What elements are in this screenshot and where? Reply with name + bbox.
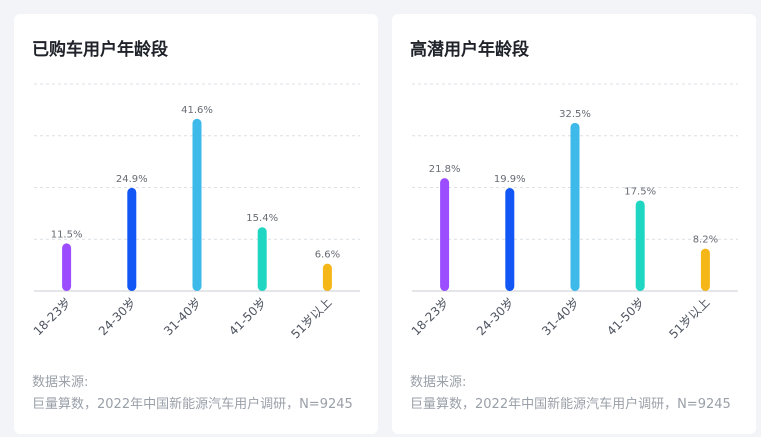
bar-2 — [127, 187, 137, 291]
data-label: 17.5% — [624, 186, 656, 197]
data-label: 41.6% — [181, 105, 213, 116]
x-tick-label: 41-50岁 — [604, 295, 648, 339]
bar-chart: 21.8% 18-23岁 19.9% 24-30岁 32.5% 31-40岁 17.5% 41… — [408, 83, 738, 342]
data-label: 21.8% — [429, 164, 461, 175]
chart-title: 已购车用户年龄段 — [32, 40, 168, 60]
bar-5 — [700, 248, 710, 291]
bar-3 — [192, 118, 202, 291]
x-tick-label: 51岁以上 — [288, 295, 335, 342]
data-source: 数据来源: 巨量算数，2022年中国新能源汽车用户调研，N=9245 — [410, 372, 731, 416]
bar-chart: 11.5% 18-23岁 24.9% 24-30岁 41.6% 31-40岁 15.4% 41… — [30, 83, 360, 342]
data-source-text: 巨量算数，2022年中国新能源汽车用户调研，N=9245 — [410, 397, 731, 412]
data-label: 32.5% — [559, 109, 591, 120]
bar-4 — [257, 227, 267, 291]
chart-title: 高潜用户年龄段 — [410, 40, 529, 60]
data-source-text: 巨量算数，2022年中国新能源汽车用户调研，N=9245 — [32, 397, 353, 412]
x-tick-label: 24-30岁 — [95, 295, 139, 339]
data-source-label: 数据来源: — [410, 375, 467, 390]
bar-2 — [505, 188, 515, 291]
x-tick-label: 24-30岁 — [473, 295, 517, 339]
data-label: 8.2% — [693, 235, 718, 246]
bar-1 — [62, 243, 72, 291]
data-label: 6.6% — [315, 250, 340, 261]
data-label: 15.4% — [246, 213, 278, 224]
chart-panel-potential: 高潜用户年龄段 21.8% 18-23岁 19.9% 24-30岁 32.5% 31-40… — [392, 14, 756, 434]
x-tick-label: 18-23岁 — [30, 295, 74, 339]
x-tick-label: 51岁以上 — [666, 295, 713, 342]
data-label: 11.5% — [51, 229, 83, 240]
data-source-label: 数据来源: — [32, 375, 89, 390]
bar-5 — [322, 263, 332, 291]
bar-3 — [570, 122, 580, 291]
x-tick-label: 31-40岁 — [160, 295, 204, 339]
bar-4 — [635, 200, 645, 291]
x-tick-label: 41-50岁 — [226, 295, 270, 339]
data-source: 数据来源: 巨量算数，2022年中国新能源汽车用户调研，N=9245 — [32, 372, 353, 416]
chart-panel-purchased: 已购车用户年龄段 11.5% 18-23岁 24.9% 24-30岁 41.6% 31-4… — [14, 14, 378, 434]
data-label: 19.9% — [494, 174, 526, 185]
x-tick-label: 18-23岁 — [408, 295, 452, 339]
bar-1 — [440, 178, 450, 291]
data-label: 24.9% — [116, 174, 148, 185]
x-tick-label: 31-40岁 — [538, 295, 582, 339]
